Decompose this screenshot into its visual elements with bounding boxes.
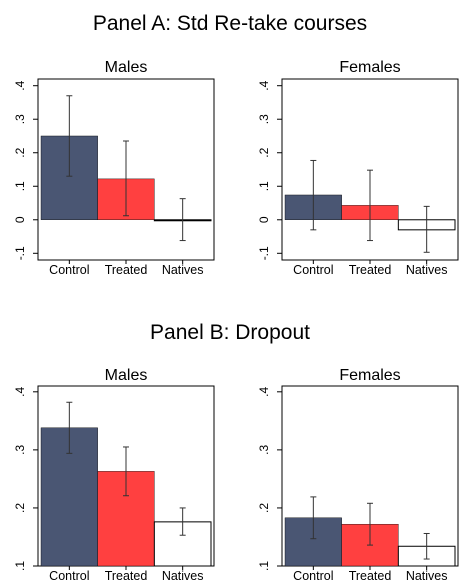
- error-bar-natives: [179, 507, 186, 536]
- y-tick-label: .4: [257, 386, 271, 396]
- chart-b-males: .1 .2 .3 .4 Control Treated Natives: [13, 385, 215, 582]
- y-tick-label: .1: [13, 181, 27, 191]
- x-label-control: Control: [293, 569, 333, 582]
- chart-b-males-title: Males: [105, 367, 148, 384]
- error-bar-natives: [423, 205, 430, 253]
- y-tick-label: .2: [257, 503, 271, 513]
- x-label-natives: Natives: [406, 569, 448, 582]
- y-tick-label: .4: [257, 80, 271, 90]
- y-tick-label: .3: [13, 445, 27, 455]
- y-tick-label: .2: [13, 147, 27, 157]
- error-bar-control: [66, 95, 73, 177]
- x-label-natives: Natives: [406, 263, 448, 277]
- error-bar-treated: [367, 502, 373, 546]
- error-bar-control: [310, 496, 317, 540]
- y-tick-label: .3: [257, 114, 271, 124]
- panel-a-title: Panel A: Std Re-take courses: [93, 12, 367, 35]
- error-bar-treated: [123, 140, 129, 217]
- x-label-control: Control: [293, 263, 333, 277]
- y-tick-label: -.1: [13, 246, 27, 260]
- y-tick-label: 0: [257, 216, 271, 223]
- panel-b-title: Panel B: Dropout: [150, 321, 310, 344]
- y-tick-label: .1: [13, 561, 27, 571]
- chart-b-females: .1 .2 .3 .4 Control Treated Natives: [257, 385, 459, 582]
- y-tick-label: .4: [13, 386, 27, 396]
- error-bar-treated: [123, 446, 129, 497]
- y-tick-label: .4: [13, 80, 27, 90]
- x-label-treated: Treated: [105, 263, 148, 277]
- error-bar-control: [66, 401, 73, 454]
- error-bar-natives: [423, 532, 430, 560]
- x-label-control: Control: [49, 263, 89, 277]
- y-tick-label: 0: [13, 216, 27, 223]
- x-label-natives: Natives: [162, 263, 204, 277]
- x-label-treated: Treated: [349, 263, 392, 277]
- y-tick-label: .3: [13, 114, 27, 124]
- y-tick-label: .2: [257, 147, 271, 157]
- y-tick-label: .2: [13, 503, 27, 513]
- chart-a-females-title: Females: [339, 59, 400, 76]
- x-label-treated: Treated: [105, 569, 148, 582]
- y-tick-label: .3: [257, 445, 271, 455]
- error-bar-treated: [367, 169, 373, 242]
- chart-a-females: -.1 0 .1 .2 .3 .4 Control Treated Natives: [257, 78, 459, 277]
- error-bar-control: [310, 159, 317, 231]
- chart-a-males: -.1 0 .1 .2 .3 .4 Control Treated Natives: [13, 78, 215, 277]
- y-tick-label: -.1: [257, 246, 271, 260]
- x-label-treated: Treated: [349, 569, 392, 582]
- x-label-control: Control: [49, 569, 89, 582]
- x-label-natives: Natives: [162, 569, 204, 582]
- chart-b-females-title: Females: [339, 367, 400, 384]
- chart-a-males-title: Males: [105, 59, 148, 76]
- y-tick-label: .1: [257, 181, 271, 191]
- error-bar-natives: [179, 198, 186, 242]
- y-tick-label: .1: [257, 561, 271, 571]
